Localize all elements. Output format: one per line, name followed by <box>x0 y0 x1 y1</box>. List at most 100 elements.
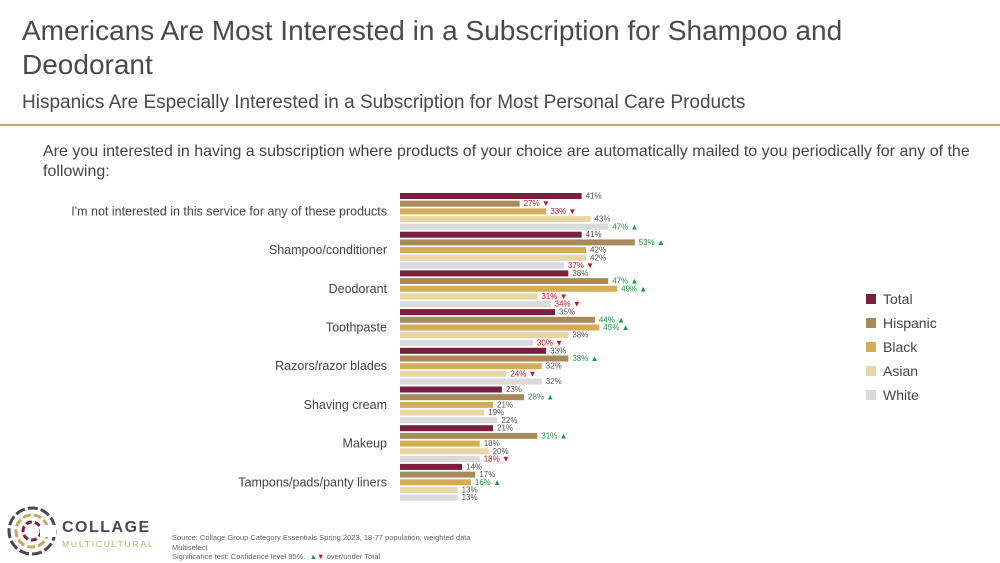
data-label: 38% ▲ <box>572 354 598 363</box>
data-label: 16% ▲ <box>475 478 501 487</box>
legend-swatch <box>866 390 876 400</box>
legend-label: Black <box>883 339 918 355</box>
bar <box>400 193 582 199</box>
category-label: Shaving cream <box>304 398 387 412</box>
data-label: 38% <box>572 331 588 340</box>
category-label: Toothpaste <box>326 321 387 335</box>
bar <box>400 347 547 354</box>
bar <box>400 487 458 493</box>
bar <box>400 285 618 292</box>
bar <box>400 301 551 308</box>
bar <box>400 463 463 470</box>
bar <box>400 471 476 478</box>
data-label: 42% <box>590 246 606 255</box>
data-label: 13% <box>462 493 478 502</box>
bar <box>400 363 542 370</box>
data-label: 44% ▲ <box>599 315 625 324</box>
bar <box>400 378 542 385</box>
legend-label: White <box>883 387 919 403</box>
page-title: Americans Are Most Interested in a Subsc… <box>22 15 843 80</box>
data-label: 47% ▲ <box>612 277 638 286</box>
bar <box>400 394 525 401</box>
category-label: Razors/razor blades <box>275 359 387 373</box>
page-subtitle: Hispanics Are Especially Interested in a… <box>22 92 746 113</box>
data-label: 41% <box>586 230 602 239</box>
data-label: 30% ▼ <box>537 338 563 347</box>
data-label: 45% ▲ <box>603 323 629 332</box>
bar <box>400 440 480 447</box>
data-label: 32% <box>546 377 562 386</box>
data-label: 47% ▲ <box>612 222 638 231</box>
up-arrow-icon: ▲ <box>309 552 318 561</box>
bar <box>400 370 507 377</box>
sig-prefix: Significance test: Confidence level 95%. <box>172 552 306 561</box>
bar-chart: I'm not interested in this service for a… <box>71 192 665 503</box>
category-label: I'm not interested in this service for a… <box>71 204 387 218</box>
brand-name: COLLAGE <box>62 519 151 536</box>
bar <box>400 316 595 323</box>
bar <box>400 231 582 238</box>
legend-item: Total <box>866 287 937 311</box>
data-label: 20% <box>493 447 509 456</box>
bar <box>400 223 609 230</box>
bar <box>400 247 587 254</box>
data-label: 18% ▼ <box>484 455 510 464</box>
bar <box>400 386 502 393</box>
bar <box>400 494 458 501</box>
category-label: Deodorant <box>329 282 388 296</box>
down-arrow-icon: ▼ <box>317 552 325 561</box>
data-label: 53% ▲ <box>639 238 665 247</box>
data-label: 27% ▼ <box>524 199 550 208</box>
data-label: 42% <box>590 253 606 262</box>
footnotes: Source: Collage Group Category Essential… <box>172 533 471 562</box>
bar <box>400 432 538 439</box>
bar <box>400 425 494 432</box>
data-label: 31% ▲ <box>541 431 567 440</box>
data-label: 34% ▼ <box>555 300 581 309</box>
legend-label: Asian <box>883 363 919 379</box>
legend-label: Total <box>883 291 913 307</box>
data-label: 13% <box>462 486 478 495</box>
bar <box>400 254 587 261</box>
bar <box>400 401 494 408</box>
bar <box>400 200 520 207</box>
bar <box>400 262 564 269</box>
category-label: Shampoo/conditioner <box>269 243 387 257</box>
bar <box>400 270 569 277</box>
bar <box>400 208 547 215</box>
legend-swatch <box>866 342 876 352</box>
data-label: 33% ▼ <box>550 207 576 216</box>
data-label: 18% <box>484 439 500 448</box>
brand-subname: MULTICULTURAL <box>62 539 155 549</box>
data-label: 38% <box>572 269 588 278</box>
category-label: Tampons/pads/panty liners <box>238 475 387 489</box>
data-label: 21% <box>497 424 513 433</box>
legend-swatch <box>866 294 876 304</box>
bar <box>400 448 489 455</box>
legend-swatch <box>866 366 876 376</box>
legend-item: Asian <box>866 359 937 383</box>
multiselect-note: Multiselect <box>172 542 208 552</box>
data-label: 49% ▲ <box>621 284 647 293</box>
data-label: 32% <box>546 362 562 371</box>
bar <box>400 324 600 331</box>
legend-item: Black <box>866 335 937 359</box>
bar <box>400 339 533 346</box>
bar <box>400 278 609 285</box>
category-label: Makeup <box>343 437 388 451</box>
data-label: 14% <box>466 462 482 471</box>
bar <box>400 239 635 246</box>
data-label: 43% <box>594 215 610 224</box>
legend-swatch <box>866 318 876 328</box>
legend-item: White <box>866 383 937 407</box>
chart-legend: Total Hispanic Black Asian White <box>866 287 937 407</box>
data-label: 22% <box>501 416 517 425</box>
data-label: 24% ▼ <box>510 369 536 378</box>
bar <box>400 456 480 462</box>
header-divider <box>0 124 1000 126</box>
data-label: 41% <box>586 192 602 201</box>
data-label: 23% <box>506 385 522 394</box>
data-label: 33% <box>550 346 566 355</box>
data-label: 17% <box>479 470 495 479</box>
data-label: 28% ▲ <box>528 393 554 402</box>
